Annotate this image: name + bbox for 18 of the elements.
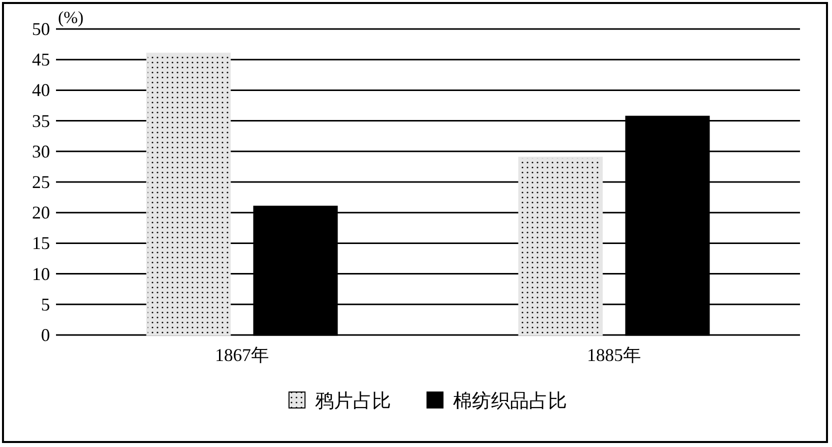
y-tick-label: 40 — [32, 80, 50, 100]
bar — [146, 52, 231, 336]
y-tick-label: 20 — [32, 202, 50, 223]
y-tick-label: 35 — [32, 110, 50, 131]
y-tick-label: 0 — [41, 325, 50, 345]
y-tick-label: 15 — [32, 233, 50, 254]
x-tick-label: 1867年 — [215, 345, 269, 365]
y-axis-title: (%) — [58, 8, 84, 27]
y-tick-label: 45 — [32, 50, 50, 70]
y-tick-label: 30 — [32, 141, 50, 162]
y-tick-label: 50 — [32, 19, 50, 39]
legend-label: 棉纺织品占比 — [453, 391, 567, 412]
y-tick-label: 10 — [32, 264, 50, 284]
y-tick-label: 25 — [32, 172, 50, 192]
x-tick-label: 1885年 — [587, 345, 641, 365]
legend-label: 鸦片占比 — [315, 391, 391, 412]
y-tick-label: 5 — [41, 294, 50, 314]
bar — [518, 156, 603, 336]
